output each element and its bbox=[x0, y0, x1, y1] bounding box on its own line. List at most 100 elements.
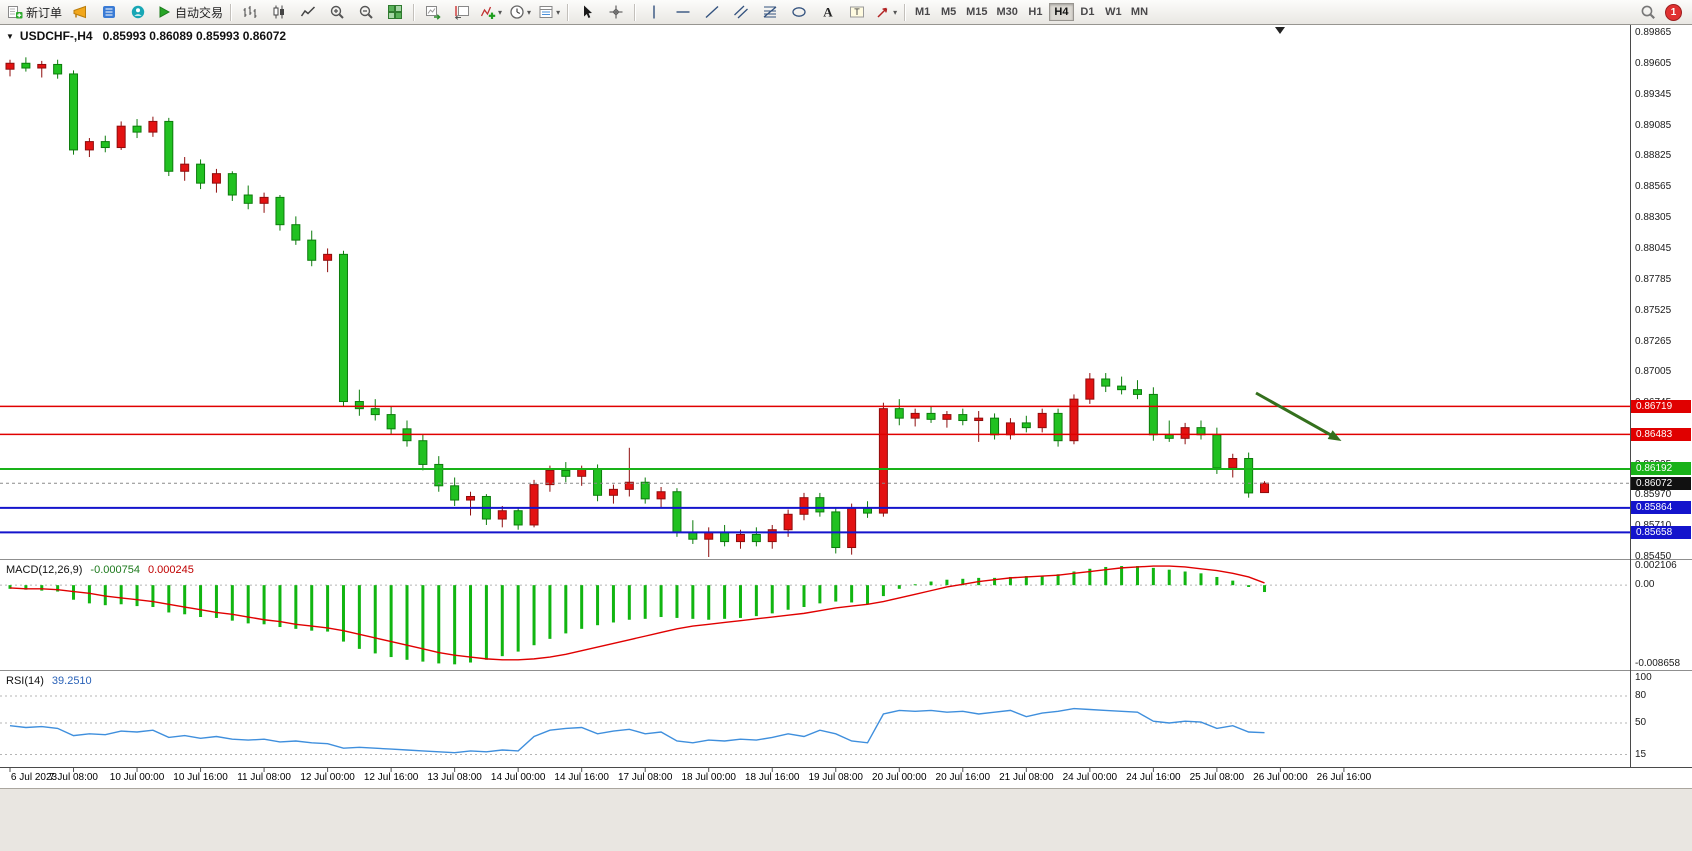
fibonacci-button[interactable] bbox=[756, 1, 784, 24]
tile-windows-button[interactable] bbox=[381, 1, 409, 24]
time-axis-label: 21 Jul 08:00 bbox=[999, 772, 1054, 783]
notification-badge[interactable]: 1 bbox=[1665, 3, 1682, 21]
cursor-icon bbox=[579, 4, 595, 20]
shapes-button[interactable] bbox=[785, 1, 813, 24]
chart-shift-button[interactable] bbox=[448, 1, 476, 24]
price-scale-label: 0.85710 bbox=[1635, 520, 1671, 532]
toolbar-separator bbox=[904, 3, 907, 21]
rsi-scale-label: 50 bbox=[1635, 717, 1647, 728]
template-icon bbox=[538, 4, 554, 20]
macd-name: MACD(12,26,9) bbox=[6, 564, 83, 576]
price-scale-label: 0.87525 bbox=[1635, 304, 1672, 316]
price-chart-canvas[interactable] bbox=[0, 25, 1630, 559]
timeframe-mn-button[interactable]: MN bbox=[1130, 6, 1149, 18]
line-chart-button[interactable] bbox=[294, 1, 322, 24]
timeframe-m30-button[interactable]: M30 bbox=[996, 6, 1018, 18]
text-button[interactable]: A bbox=[814, 1, 842, 24]
periods-button[interactable]: ▾ bbox=[506, 1, 534, 24]
chart-menu-caret-icon[interactable]: ▼ bbox=[6, 31, 14, 41]
arrow-tool-icon bbox=[875, 4, 891, 20]
cursor-button[interactable] bbox=[573, 1, 601, 24]
indicators-icon bbox=[480, 4, 496, 20]
zoom-in-button[interactable] bbox=[323, 1, 351, 24]
price-scale-label: 0.88045 bbox=[1635, 243, 1672, 255]
search-icon bbox=[1640, 4, 1656, 20]
horizontal-line-button[interactable] bbox=[669, 1, 697, 24]
zoom-out-button[interactable] bbox=[352, 1, 380, 24]
time-axis-label: 26 Jul 16:00 bbox=[1316, 772, 1372, 783]
rsi-scale-label: 80 bbox=[1635, 690, 1647, 701]
price-tag: 0.86719 bbox=[1631, 399, 1691, 413]
text-icon: A bbox=[820, 4, 836, 20]
arrows-tool-button[interactable]: ▾ bbox=[872, 1, 900, 24]
toolbar: 新订单 自动交易 ▾ ▾ ▾ A T ▾ M1 M5 M15 M30 H1 H4 D1 W1 MN 1 bbox=[0, 0, 1692, 25]
timeframe-m1-button[interactable]: M1 bbox=[914, 6, 931, 18]
timeframe-m5-button[interactable]: M5 bbox=[940, 6, 957, 18]
candle-chart-button[interactable] bbox=[265, 1, 293, 24]
vertical-line-button[interactable] bbox=[640, 1, 668, 24]
chart-title: ▼ USDCHF-,H4 0.85993 0.86089 0.85993 0.8… bbox=[6, 29, 286, 43]
rsi-scale-label: 100 bbox=[1635, 672, 1652, 683]
time-axis-label: 11 Jul 08:00 bbox=[237, 772, 291, 783]
rsi-panel-canvas[interactable] bbox=[0, 671, 1630, 767]
price-scale-label: 0.85970 bbox=[1635, 489, 1672, 501]
fibo-icon bbox=[762, 4, 778, 20]
price-scale-label: 0.88565 bbox=[1635, 181, 1672, 193]
svg-text:A: A bbox=[823, 5, 833, 20]
toolbar-separator bbox=[634, 3, 637, 21]
templates-button[interactable]: ▾ bbox=[535, 1, 563, 24]
price-scale-label: 0.89865 bbox=[1635, 27, 1672, 38]
time-axis-label: 18 Jul 00:00 bbox=[681, 772, 736, 783]
indicators-button[interactable]: ▾ bbox=[477, 1, 505, 24]
price-scale-border bbox=[1630, 25, 1631, 767]
timeframe-d1-button[interactable]: D1 bbox=[1080, 6, 1095, 18]
chevron-down-icon: ▾ bbox=[498, 7, 503, 17]
panel-divider[interactable] bbox=[0, 559, 1692, 560]
price-scale-label: 0.87005 bbox=[1635, 366, 1672, 378]
chart-window[interactable]: ▼ USDCHF-,H4 0.85993 0.86089 0.85993 0.8… bbox=[0, 25, 1692, 788]
crosshair-icon bbox=[608, 4, 624, 20]
time-axis-label: 6 Jul 2023 bbox=[10, 772, 58, 783]
macd-scale-label: -0.008658 bbox=[1635, 657, 1681, 669]
time-axis-label: 25 Jul 08:00 bbox=[1189, 772, 1245, 783]
time-axis-label: 24 Jul 00:00 bbox=[1062, 772, 1118, 783]
price-tag: 0.85864 bbox=[1631, 501, 1691, 515]
time-axis-label: 18 Jul 16:00 bbox=[744, 772, 800, 783]
timeframe-h4-button[interactable]: H4 bbox=[1048, 3, 1074, 21]
time-axis-label: 20 Jul 00:00 bbox=[872, 772, 927, 783]
macd-scale-label: 0.002106 bbox=[1635, 560, 1677, 571]
symbol-period-label: USDCHF-,H4 bbox=[19, 29, 93, 43]
price-tag: 0.86192 bbox=[1631, 462, 1691, 476]
new-order-button[interactable]: 新订单 bbox=[4, 1, 65, 24]
publisher-icon bbox=[72, 4, 88, 20]
timeframe-w1-button[interactable]: W1 bbox=[1105, 6, 1122, 18]
shapes-icon bbox=[791, 4, 807, 20]
equidistant-channel-button[interactable] bbox=[727, 1, 755, 24]
community-button[interactable] bbox=[124, 1, 152, 24]
timeframe-h1-button[interactable]: H1 bbox=[1028, 6, 1043, 18]
bars-icon bbox=[242, 4, 258, 20]
publisher-button[interactable] bbox=[66, 1, 94, 24]
market-depth-button[interactable] bbox=[95, 1, 123, 24]
trendline-icon bbox=[704, 4, 720, 20]
search-button[interactable] bbox=[1634, 1, 1662, 24]
timeframe-m15-button[interactable]: M15 bbox=[966, 6, 988, 18]
trendline-button[interactable] bbox=[698, 1, 726, 24]
time-axis[interactable]: 6 Jul 2023 7 Jul 08:00 10 Jul 00:00 10 Jul … bbox=[0, 768, 1692, 788]
new-order-label: 新订单 bbox=[26, 5, 63, 20]
bar-chart-button[interactable] bbox=[236, 1, 264, 24]
panel-divider[interactable] bbox=[0, 670, 1692, 671]
window-bottom-area bbox=[0, 788, 1692, 851]
price-scale-label: 0.85450 bbox=[1635, 551, 1672, 563]
text-label-button[interactable]: T bbox=[843, 1, 871, 24]
rsi-label: RSI(14) 39.2510 bbox=[6, 675, 92, 687]
svg-text:T: T bbox=[854, 7, 860, 17]
auto-scroll-button[interactable] bbox=[419, 1, 447, 24]
price-scale-label: 0.89345 bbox=[1635, 88, 1672, 100]
macd-panel-canvas[interactable] bbox=[0, 560, 1630, 670]
chevron-down-icon: ▾ bbox=[527, 7, 532, 17]
time-axis-label: 12 Jul 16:00 bbox=[363, 772, 419, 783]
time-axis-label: 20 Jul 16:00 bbox=[935, 772, 991, 783]
autotrading-button[interactable]: 自动交易 bbox=[153, 1, 226, 24]
crosshair-button[interactable] bbox=[602, 1, 630, 24]
